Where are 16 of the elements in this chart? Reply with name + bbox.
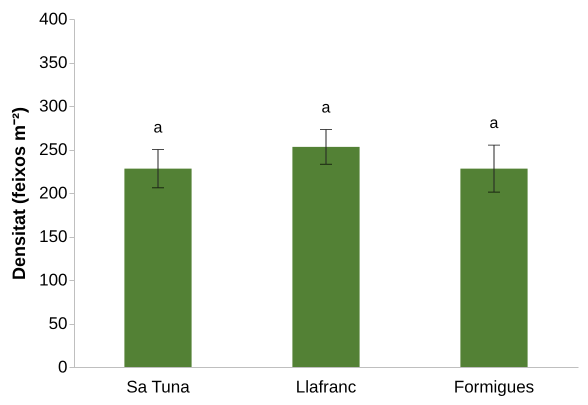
y-tick-label: 300 <box>39 96 68 116</box>
y-tick-label: 400 <box>39 10 68 28</box>
y-tick-label: 100 <box>39 270 68 290</box>
annotation: a <box>322 99 331 116</box>
y-tick-label: 250 <box>39 140 68 159</box>
y-tick-label: 50 <box>48 314 68 333</box>
annotation: a <box>490 115 499 132</box>
y-tick-label: 200 <box>39 184 68 202</box>
x-tick-label: Llafranc <box>296 378 357 396</box>
y-tick-label: 0 <box>58 358 68 376</box>
annotation: a <box>154 120 163 136</box>
y-tick-label: 150 <box>39 227 68 246</box>
y-axis-title: Densitat (feixos m⁻²) <box>9 106 30 280</box>
x-tick-label: Formigues <box>454 378 534 396</box>
y-tick-label: 350 <box>39 53 68 72</box>
x-tick-label: Sa Tuna <box>126 378 190 396</box>
